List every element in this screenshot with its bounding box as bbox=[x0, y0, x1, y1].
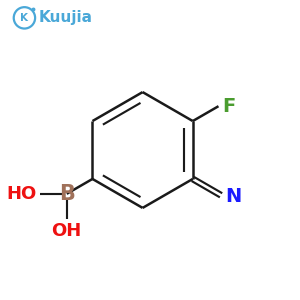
Text: Kuujia: Kuujia bbox=[39, 11, 93, 26]
Text: HO: HO bbox=[7, 185, 37, 203]
Text: F: F bbox=[222, 97, 235, 116]
Text: N: N bbox=[226, 187, 242, 206]
Text: B: B bbox=[59, 184, 75, 204]
Text: K: K bbox=[20, 13, 28, 23]
Text: OH: OH bbox=[52, 222, 82, 240]
